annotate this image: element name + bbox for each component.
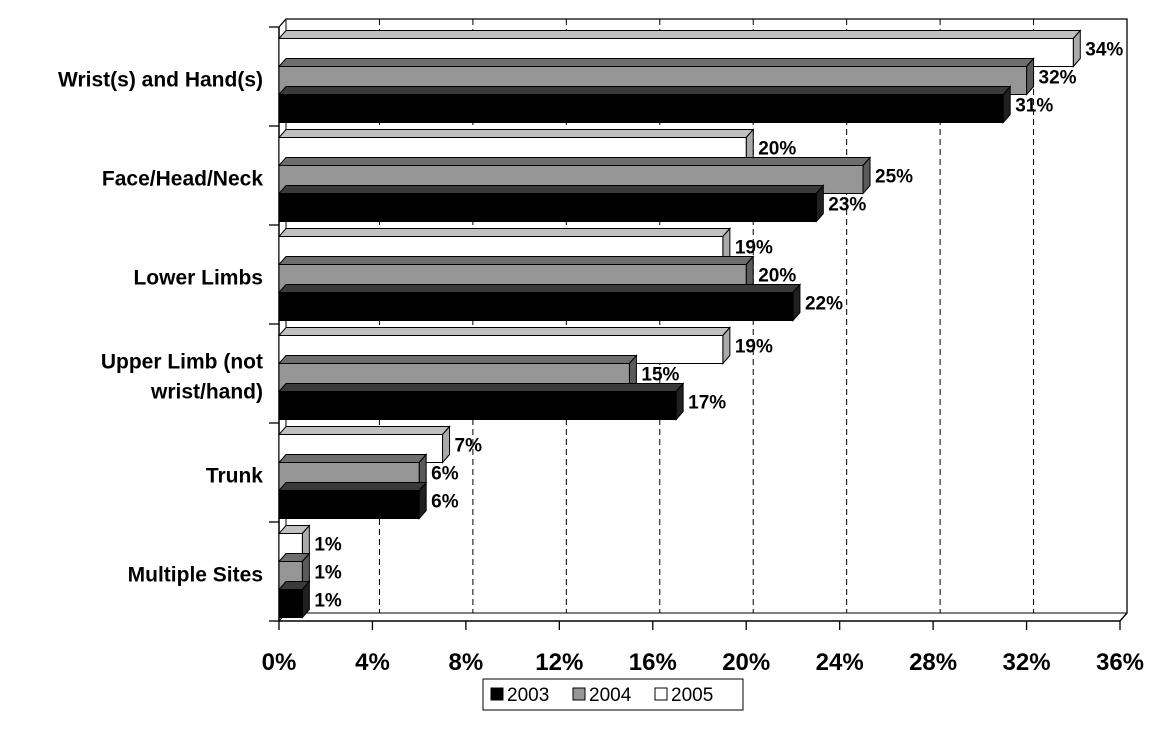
category-label-trunk: Trunk [206,465,263,488]
legend-swatch-2004 [572,687,586,701]
x-tick-label: 32% [1003,649,1051,676]
legend-swatch-2005 [654,687,668,701]
bar-front-face [278,490,420,519]
bar-top-face [277,355,638,364]
bar-front-face [278,589,303,618]
x-tick-label: 16% [629,649,677,676]
bar-top-face [277,426,451,435]
bar-front-face [278,292,794,321]
legend-swatch-2003 [490,687,504,701]
bar-top-face [277,482,428,491]
bar-2003-face-head-neck [277,184,825,223]
legend-label-2005: 2005 [671,685,713,706]
x-tick-label: 24% [816,649,864,676]
bar-front-face [278,94,1004,123]
data-label-2004-upper-limb-not-wrist-hand: 15% [641,365,679,386]
x-tick-label: 4% [355,649,390,676]
category-label-multiple-sites: Multiple Sites [128,564,263,587]
category-label-wrist-s-and-hand-s: Wrist(s) and Hand(s) [58,69,263,92]
data-label-2004-lower-limbs: 20% [758,266,796,287]
data-label-2003-upper-limb-not-wrist-hand: 17% [688,393,726,414]
legend-label-2003: 2003 [507,685,549,706]
data-label-2005-lower-limbs: 19% [735,238,773,259]
bar-front-face [278,193,817,222]
bar-top-face [277,58,1035,67]
bar-top-face [277,383,685,392]
data-label-2005-trunk: 7% [455,436,483,457]
x-tick-label: 8% [449,649,484,676]
bar-2003-trunk [277,481,428,520]
data-label-2005-wrist-s-and-hand-s: 34% [1085,40,1123,61]
bar-top-face [277,256,755,265]
data-label-2004-multiple-sites: 1% [314,563,342,584]
bar-top-face [277,86,1012,95]
category-label-lower-limbs: Lower Limbs [133,267,263,290]
category-label-face-head-neck: Face/Head/Neck [102,168,263,191]
x-tick-labels: 0% 4% 8% 12% 16% 20% 24% 28% 32% 36% [262,649,1144,676]
bar-top-face [277,454,428,463]
x-tick-label: 36% [1096,649,1144,676]
legend: 2003 2004 2005 [482,678,744,711]
data-label-2005-face-head-neck: 20% [758,139,796,160]
legend-label-2004: 2004 [589,685,632,706]
data-label-2004-wrist-s-and-hand-s: 32% [1039,68,1077,89]
data-label-2003-wrist-s-and-hand-s: 31% [1015,96,1053,117]
bar-2003-wrist-s-and-hand-s [277,85,1012,124]
data-label-2004-face-head-neck: 25% [875,167,913,188]
bars [277,29,1082,619]
bar-2003-upper-limb-not-wrist-hand [277,382,685,421]
axes [269,26,1128,630]
x-tick-label: 20% [722,649,770,676]
bar-top-face [277,185,825,194]
bar-top-face [277,284,802,293]
bar-top-face [277,228,731,237]
category-label-upper-limb-not-wrist-hand: Upper Limb (not wrist/hand) [101,351,263,404]
data-label-2004-trunk: 6% [431,464,459,485]
data-label-2003-multiple-sites: 1% [314,591,342,612]
data-label-2003-lower-limbs: 22% [805,294,843,315]
x-tick-label: 0% [262,649,297,676]
data-label-2003-face-head-neck: 23% [828,195,866,216]
category-labels: Wrist(s) and Hand(s) Face/Head/Neck Lower … [58,69,263,587]
bar-2003-multiple-sites [277,580,311,619]
bar-front-face [278,391,677,420]
bar-top-face [277,30,1082,39]
data-label-2005-upper-limb-not-wrist-hand: 19% [735,337,773,358]
bar-top-face [277,129,755,138]
x-axis-end-edge [1119,612,1128,622]
data-label-2005-multiple-sites: 1% [314,535,342,556]
bar-top-face [277,327,731,336]
data-label-2003-trunk: 6% [431,492,459,513]
data-labels: 34% 32% 31% 20% 25% 23% 19% 20% 22% 19% 15% 17% 7% 6%… [314,40,1123,612]
legend-box [482,678,744,711]
x-tick-label: 12% [535,649,583,676]
x-tick-label: 28% [909,649,957,676]
bar-2003-lower-limbs [277,283,802,322]
